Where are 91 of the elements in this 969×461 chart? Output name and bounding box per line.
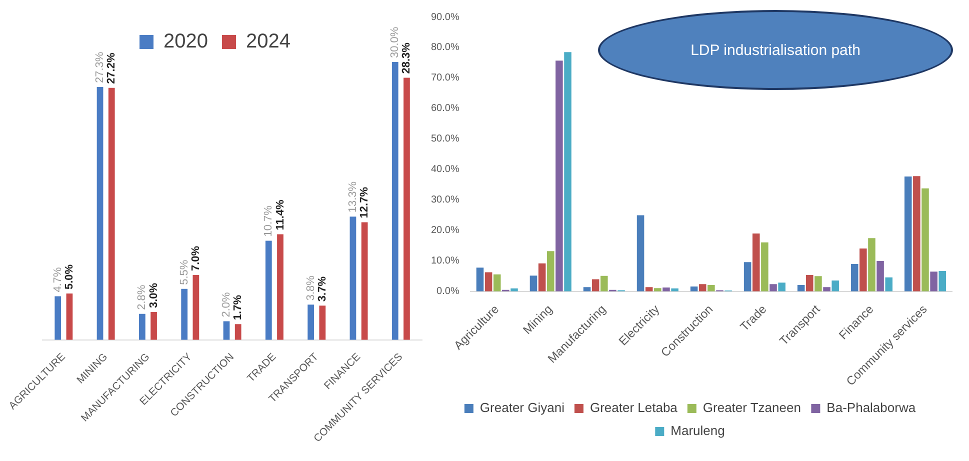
bar [361, 222, 368, 340]
bar [150, 312, 157, 340]
data-label: 7.0% [190, 246, 202, 272]
bar [885, 277, 892, 292]
legend-label: Maruleng [670, 423, 725, 438]
bar [223, 321, 230, 340]
bar [319, 306, 326, 340]
data-label: 27.2% [106, 52, 118, 84]
bar [192, 275, 200, 340]
bar [181, 288, 188, 340]
legend-label: Greater Giyani [480, 400, 565, 416]
legend-label: Ba-Phalaborwa [826, 400, 916, 416]
data-label: 2.0% [220, 292, 233, 318]
data-label: 13.3% [347, 181, 359, 213]
bar [484, 272, 492, 292]
bar [876, 260, 884, 292]
data-label: 5.0% [63, 264, 76, 290]
bar [770, 284, 777, 292]
data-label: 11.4% [274, 199, 286, 230]
bar [662, 287, 670, 292]
legend-label: 2020 [164, 30, 208, 53]
bar [744, 262, 752, 292]
bar [752, 234, 760, 292]
data-label: 3.8% [304, 275, 317, 301]
y-tick-label: 50.0% [430, 134, 460, 145]
data-label: 4.7% [52, 267, 64, 292]
y-tick-label: 0.0% [436, 286, 460, 298]
bar [54, 296, 62, 340]
bar [556, 60, 563, 292]
bar [265, 240, 272, 340]
y-tick-label: 40.0% [430, 164, 460, 176]
bar [108, 88, 115, 340]
bar [922, 188, 929, 292]
bar [636, 215, 644, 292]
bar [392, 62, 398, 340]
bar [564, 52, 572, 292]
bar [530, 276, 538, 292]
bar [850, 264, 858, 292]
data-label: 3.0% [148, 282, 160, 308]
bar [600, 276, 608, 292]
bar [66, 294, 73, 340]
y-tick-label: 90.0% [430, 12, 460, 23]
data-label: 5.5% [178, 260, 190, 285]
bar [814, 276, 822, 292]
legend-label: Greater Tzaneen [702, 400, 801, 416]
y-tick-label: 10.0% [430, 256, 460, 267]
bar [493, 274, 501, 292]
data-label: 10.7% [262, 205, 275, 237]
bar [930, 272, 938, 292]
bar [823, 287, 830, 292]
data-label: 30.0% [389, 26, 402, 58]
y-tick-label: 60.0% [430, 103, 460, 114]
legend-label: Greater Letaba [590, 400, 678, 416]
bar [832, 280, 839, 292]
y-tick-label: 80.0% [430, 42, 460, 54]
bar [860, 248, 867, 292]
bar [234, 324, 242, 340]
bar [868, 238, 876, 292]
bar [797, 285, 805, 292]
bar [277, 234, 284, 340]
bar [404, 78, 410, 340]
bar [538, 263, 546, 292]
data-label: 3.7% [316, 276, 328, 302]
data-label: 28.3% [400, 42, 413, 74]
bar [546, 251, 554, 292]
y-tick-label: 30.0% [430, 194, 460, 206]
annotation: LDP industrialisation path [690, 42, 860, 58]
bar [308, 304, 314, 340]
bar [645, 287, 653, 292]
bar [698, 284, 706, 292]
bar [913, 176, 920, 292]
data-label: 2.8% [136, 284, 148, 310]
bar [583, 287, 591, 292]
bar [350, 216, 356, 340]
bar [654, 288, 662, 292]
y-tick-label: 20.0% [430, 225, 460, 236]
bar [138, 314, 146, 340]
bar [806, 274, 814, 292]
data-label: 1.7% [232, 294, 244, 320]
legend-label: 2024 [246, 30, 290, 53]
data-label: 12.7% [358, 186, 371, 218]
bar [708, 285, 715, 292]
y-tick-label: 70.0% [430, 72, 460, 84]
bar [592, 279, 600, 292]
bar [778, 282, 786, 292]
data-label: 27.3% [94, 52, 106, 84]
bar [96, 87, 104, 340]
bar [904, 176, 912, 292]
bar [476, 268, 484, 292]
bar [761, 242, 768, 292]
bar [938, 271, 946, 292]
